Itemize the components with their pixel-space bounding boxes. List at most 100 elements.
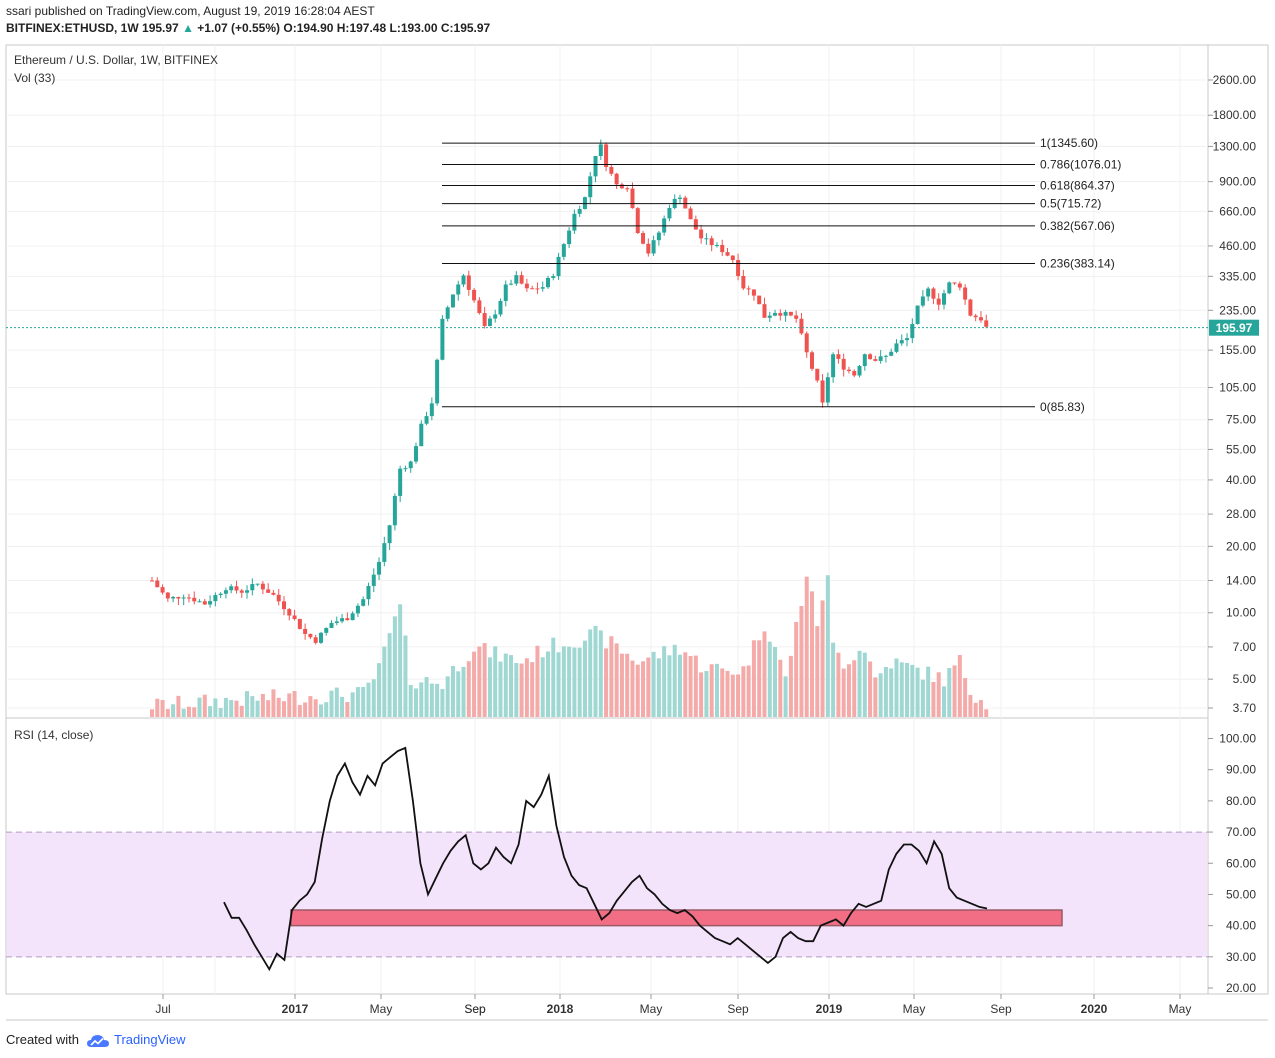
volume-bar [297, 704, 302, 717]
volume-bar [324, 702, 329, 717]
candle-body [889, 351, 894, 356]
price-axis-label: 55.00 [1226, 442, 1256, 456]
volume-bar [435, 683, 440, 717]
candle-body [788, 311, 793, 316]
candle-body [498, 300, 503, 315]
candle-body [656, 232, 661, 241]
volume-bar [535, 645, 540, 717]
volume-bar [477, 646, 482, 717]
change-arrow-icon: ▲ [182, 21, 194, 35]
symbol-label[interactable]: BITFINEX:ETHUSD, 1W [6, 21, 139, 35]
volume-bar [218, 708, 223, 717]
candle-body [371, 574, 376, 586]
volume-bar [942, 686, 946, 717]
candle-body [318, 632, 323, 643]
volume-bar [947, 668, 952, 717]
candle-body [340, 618, 345, 622]
volume-bar [382, 646, 387, 717]
volume-bar [556, 652, 561, 717]
volume-bar [303, 702, 308, 717]
volume-bar [746, 665, 751, 717]
time-axis-label: May [903, 1002, 926, 1016]
volume-bar [456, 671, 461, 717]
fib-level-label: 0(85.83) [1040, 400, 1085, 414]
candle-body [466, 275, 471, 290]
candle-body [778, 312, 783, 316]
rsi-axis-label: 100.00 [1219, 732, 1256, 746]
candle-body [926, 288, 931, 297]
candle-body [303, 628, 308, 634]
candle-body [287, 609, 292, 616]
price-axis-label: 5.00 [1233, 672, 1257, 686]
candle-body [250, 584, 255, 591]
candle-body [408, 461, 413, 469]
volume-bar [287, 693, 292, 717]
price-axis-label: 460.00 [1219, 239, 1256, 253]
volume-bar [604, 648, 609, 717]
volume-bar [318, 704, 323, 717]
fib-level-label: 0.236(383.14) [1040, 256, 1115, 270]
volume-bar [551, 637, 556, 717]
candle-body [741, 276, 746, 289]
volume-bar [171, 704, 176, 717]
volume-bar [704, 670, 709, 717]
candle-body [229, 586, 234, 591]
candle-body [155, 580, 160, 588]
volume-bar [810, 591, 814, 717]
tradingview-brand[interactable]: TradingView [114, 1032, 186, 1047]
time-axis-label: Sep [990, 1002, 1012, 1016]
volume-bar [250, 696, 255, 717]
price-axis-label: 155.00 [1219, 343, 1256, 357]
price-axis-label: 10.00 [1226, 606, 1256, 620]
volume-bar [414, 688, 418, 717]
volume-bar [155, 698, 160, 717]
candle-body [213, 595, 218, 602]
volume-bar [461, 666, 466, 717]
candle-body [767, 315, 772, 318]
candle-body [419, 423, 424, 447]
volume-bar [868, 661, 873, 717]
rsi-axis-labels: 100.00 90.00 80.00 70.00 60.00 50.00 40.00 30.0… [1208, 732, 1256, 995]
volume-bar [260, 693, 265, 717]
volume-bar [355, 687, 360, 717]
candle-body [963, 287, 968, 300]
close-value: 195.97 [453, 21, 491, 35]
candle-body [588, 176, 593, 198]
volume-legend[interactable]: Vol (33) [14, 71, 56, 85]
candle-body [635, 208, 640, 234]
volume-bar [266, 700, 271, 717]
volume-bar [688, 655, 693, 717]
rsi-legend[interactable]: RSI (14, close) [14, 728, 94, 742]
price-axis-label: 3.70 [1233, 701, 1257, 715]
price-axis-label: 40.00 [1226, 473, 1256, 487]
volume-bar [223, 697, 228, 717]
candle-body [931, 288, 936, 299]
candle-body [619, 184, 624, 189]
candle-body [366, 585, 371, 600]
time-axis-label: Sep [464, 1002, 486, 1016]
volume-bar [905, 662, 910, 717]
price-axis-label: 1300.00 [1213, 139, 1257, 153]
price-axis-label: 235.00 [1219, 303, 1256, 317]
candle-body [266, 589, 271, 593]
volume-bar [450, 665, 455, 717]
candle-body [223, 590, 228, 594]
candle-body [160, 587, 165, 593]
volume-bar [186, 706, 191, 717]
fib-level-label: 0.786(1076.01) [1040, 158, 1121, 172]
candle-body [736, 260, 741, 277]
candle-body [725, 252, 730, 256]
candle-body [852, 371, 857, 376]
volume-bar [667, 655, 672, 717]
candle-body [899, 340, 904, 344]
candle-body [414, 446, 418, 462]
candle-body [836, 354, 841, 359]
volume-bar [593, 625, 598, 717]
volume-bar [561, 646, 566, 717]
volume-bar [635, 664, 640, 717]
volume-bar [709, 664, 714, 717]
price-legend-title[interactable]: Ethereum / U.S. Dollar, 1W, BITFINEX [14, 53, 219, 67]
rsi-line [223, 746, 988, 972]
candle-body [456, 284, 461, 295]
volume-bar [894, 658, 899, 717]
